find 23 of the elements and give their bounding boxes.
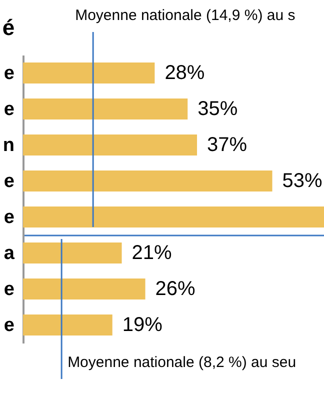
y-tick-label: e — [4, 315, 14, 336]
data-label: 26% — [155, 278, 196, 300]
data-label: 28% — [164, 62, 205, 84]
ref-line-label: Moyenne nationale (8,2 %) au seu — [68, 354, 296, 371]
ref-line-label: Moyenne nationale (14,9 %) au s — [75, 7, 296, 24]
data-label: 53% — [282, 170, 323, 192]
bar — [23, 170, 272, 192]
y-tick-label: e — [4, 63, 14, 84]
y-tick-label: e — [4, 279, 14, 300]
bar — [23, 206, 324, 228]
data-label: 21% — [132, 242, 172, 264]
y-tick-label: n — [2, 135, 14, 156]
y-tick-label: a — [4, 243, 15, 264]
y-tick-label: e — [4, 171, 14, 192]
chart-title: é — [2, 15, 15, 40]
data-label: 35% — [198, 98, 238, 120]
bar — [23, 98, 188, 120]
y-tick-label: e — [4, 99, 14, 120]
bar — [23, 62, 155, 84]
y-tick-label: e — [4, 207, 14, 228]
bar — [23, 134, 198, 156]
data-label: 37% — [207, 134, 248, 156]
data-label: 19% — [122, 314, 163, 336]
